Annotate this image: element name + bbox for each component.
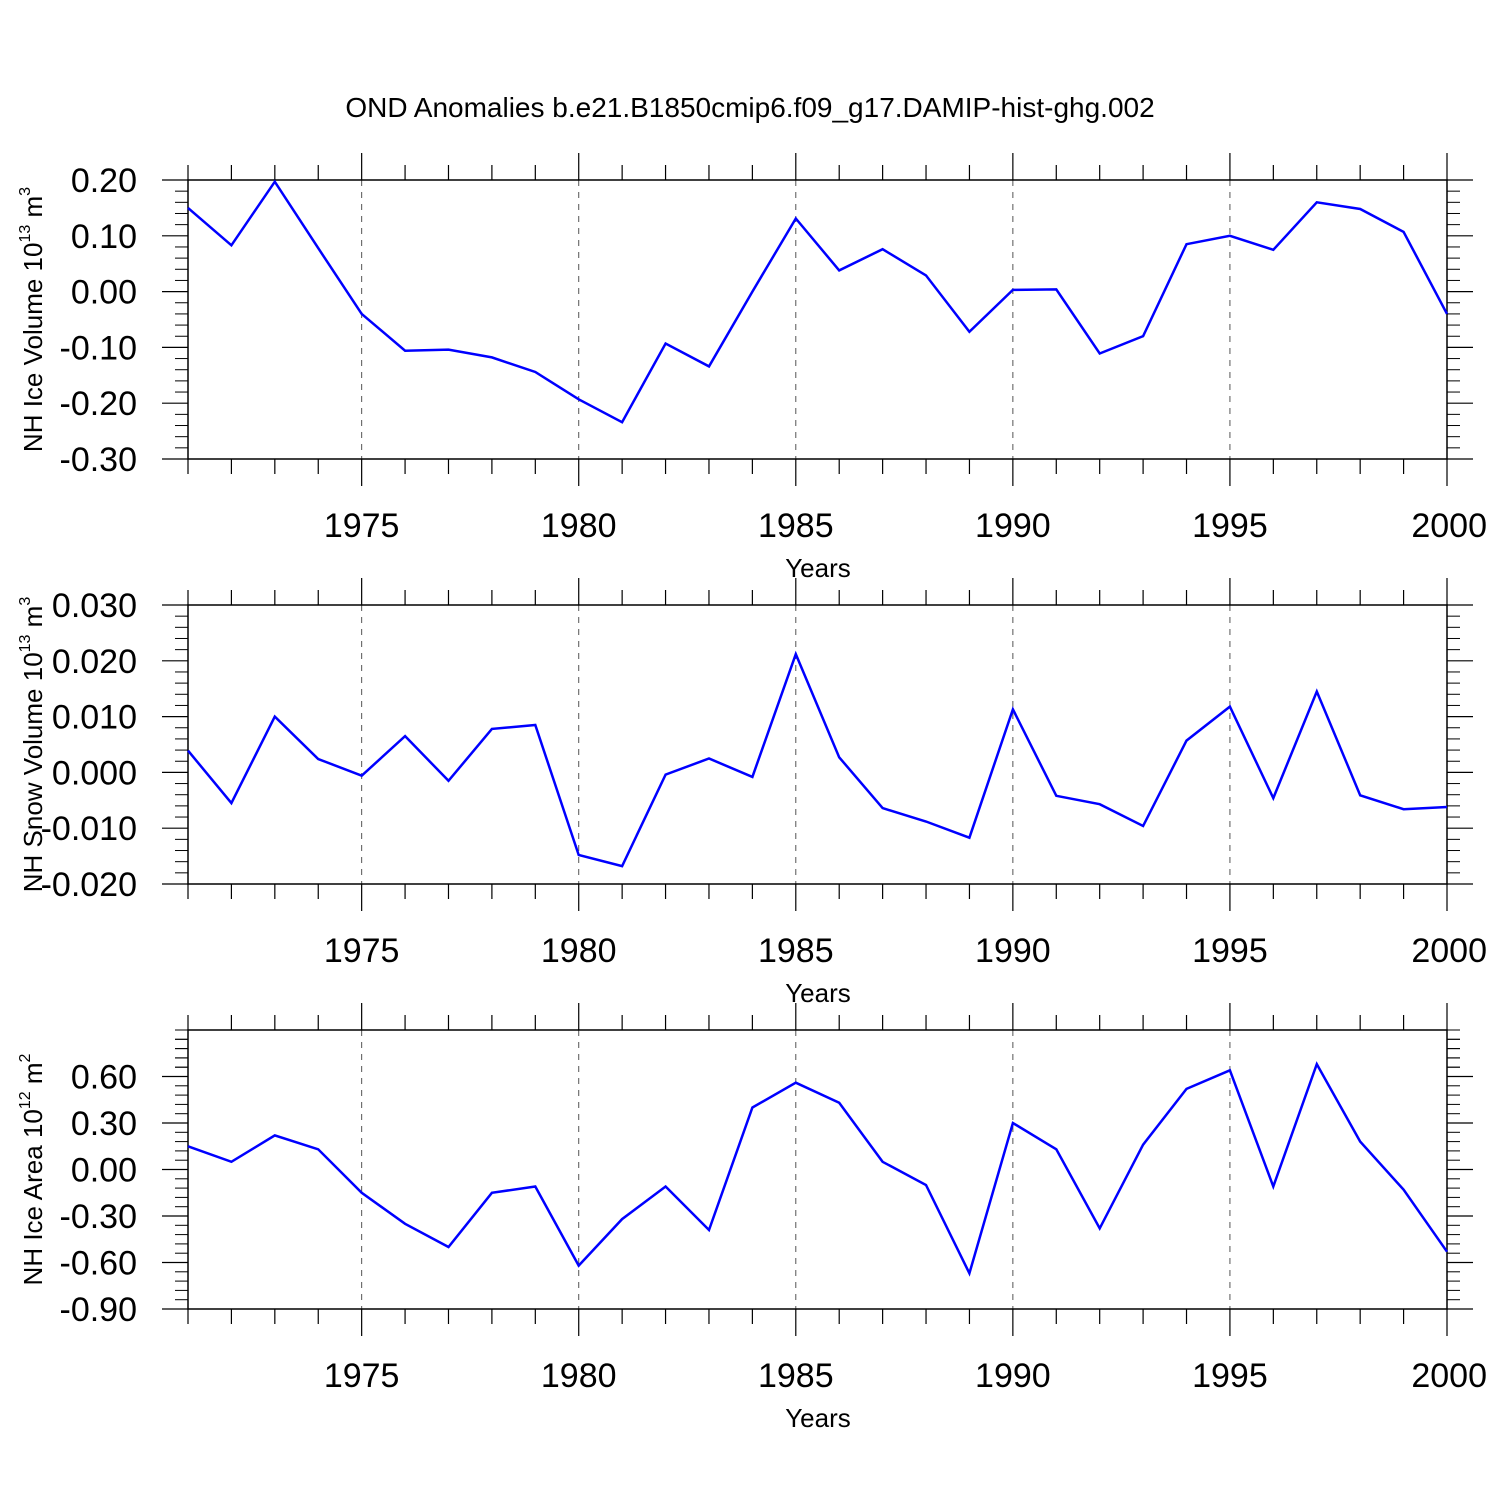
x-axis-title: Years [785, 978, 851, 1008]
x-tick-label: 1985 [758, 507, 834, 545]
y-tick-label: 0.10 [71, 218, 137, 256]
panel-1: -0.30 -0.20 -0.10 0.00 0.10 0.20 1975 1980 1985 1… [17, 153, 1487, 583]
x-tick-label: 2000 [1411, 507, 1487, 545]
series-line [187, 650, 1448, 868]
x-tick-label: 1975 [324, 932, 400, 970]
y-tick-label: 0.020 [52, 643, 137, 681]
y-tick-label: -0.20 [60, 385, 138, 423]
x-tick-label: 1975 [324, 1357, 400, 1395]
y-tick-label: 0.30 [71, 1105, 137, 1143]
series-line [187, 1061, 1449, 1277]
y-tick-label: -0.30 [60, 1198, 138, 1236]
y-tick-label: 0.00 [71, 1152, 137, 1190]
x-tick-label: 1990 [975, 1357, 1051, 1395]
x-axis-title: Years [785, 553, 851, 583]
x-tick-label: 2000 [1411, 932, 1487, 970]
y-tick-label: 0.030 [52, 587, 137, 625]
y-tick-label: -0.020 [41, 866, 137, 904]
x-tick-label: 1995 [1192, 932, 1268, 970]
y-tick-label: 0.010 [52, 699, 137, 737]
y-axis-title: NH Ice Volume 1013 m3 [17, 187, 48, 452]
x-tick-label: 1980 [541, 932, 617, 970]
y-tick-label: 0.000 [52, 754, 137, 792]
x-tick-label: 1985 [758, 932, 834, 970]
x-tick-label: 1980 [541, 507, 617, 545]
plot-frame [187, 179, 1448, 460]
x-tick-label: 1985 [758, 1357, 834, 1395]
x-tick-label: 2000 [1411, 1357, 1487, 1395]
chart-title: OND Anomalies b.e21.B1850cmip6.f09_g17.D… [345, 92, 1154, 123]
y-tick-label: 0.60 [71, 1059, 137, 1097]
y-tick-label: 0.00 [71, 274, 137, 312]
x-tick-label: 1995 [1192, 1357, 1268, 1395]
x-tick-label: 1995 [1192, 507, 1268, 545]
y-axis-title: NH Snow Volume 1013 m3 [17, 597, 48, 893]
x-tick-label: 1975 [324, 507, 400, 545]
y-tick-label: 0.20 [71, 162, 137, 200]
plot-frame [187, 604, 1448, 885]
series-line [187, 179, 1449, 424]
panel-2: -0.020 -0.010 0.000 0.010 0.020 0.030 1975 1980… [17, 578, 1487, 1008]
y-tick-label: -0.10 [60, 329, 138, 367]
plot-frame [187, 1029, 1448, 1310]
x-axis-title: Years [785, 1403, 851, 1433]
panel-3: -0.90 -0.60 -0.30 0.00 0.30 0.60 1975 1980 1985 1… [17, 1003, 1487, 1433]
y-tick-label: -0.60 [60, 1245, 138, 1283]
x-tick-label: 1990 [975, 932, 1051, 970]
panels-group: -0.30 -0.20 -0.10 0.00 0.10 0.20 1975 1980 1985 1… [17, 153, 1487, 1433]
y-axis-title: NH Ice Area 1012 m2 [17, 1053, 48, 1285]
x-tick-label: 1990 [975, 507, 1051, 545]
x-tick-label: 1980 [541, 1357, 617, 1395]
y-tick-label: -0.010 [41, 810, 137, 848]
y-tick-label: -0.30 [60, 441, 138, 479]
y-tick-label: -0.90 [60, 1291, 138, 1329]
